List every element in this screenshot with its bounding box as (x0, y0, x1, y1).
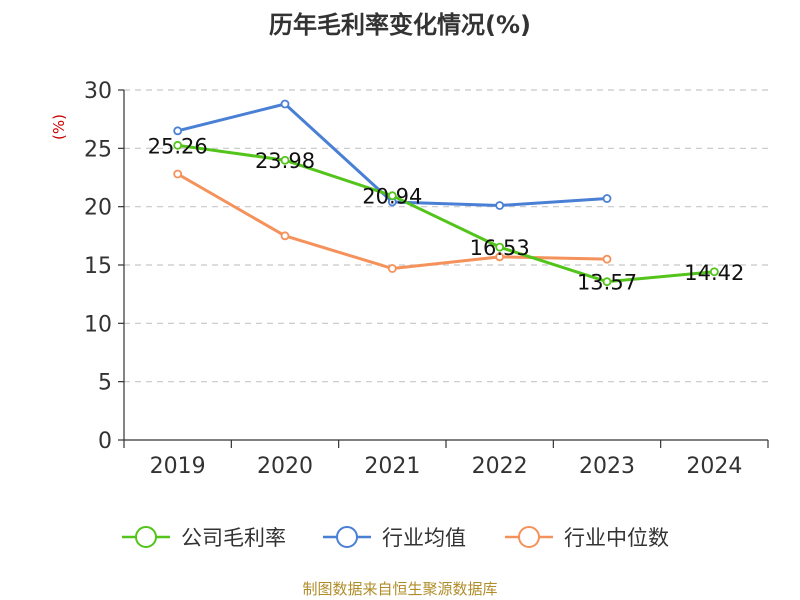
legend-marker (135, 526, 157, 548)
axes: 0 5 10 15 20 25 30 2019 2020 2021 2022 2023 2024 (84, 79, 769, 479)
x-tick-label: 2022 (472, 454, 528, 479)
data-label: 16.53 (470, 236, 530, 260)
legend-label: 公司毛利率 (181, 526, 286, 550)
data-label: 23.98 (255, 149, 315, 173)
legend-item[interactable]: 行业均值 (323, 526, 466, 550)
legend-label: 行业均值 (382, 526, 466, 550)
y-tick-label: 0 (98, 429, 112, 454)
legend[interactable]: 公司毛利率 行业均值 行业中位数 (122, 526, 669, 550)
data-point[interactable] (280, 155, 290, 165)
x-tick-label: 2021 (364, 454, 420, 479)
x-tick-label: 2024 (686, 454, 742, 479)
x-tick-label: 2019 (150, 454, 206, 479)
data-point[interactable] (602, 254, 612, 264)
data-labels: 25.26 23.98 20.94 16.53 13.57 14.42 (148, 134, 745, 294)
y-axis-unit-label: (%) (50, 114, 68, 140)
data-label: 14.42 (684, 261, 744, 285)
y-tick-label: 30 (84, 79, 112, 104)
data-point[interactable] (280, 99, 290, 109)
y-tick-label: 5 (98, 371, 112, 396)
data-point[interactable] (280, 231, 290, 241)
series-line (177, 143, 715, 284)
x-tick-label: 2020 (257, 454, 313, 479)
legend-marker (336, 526, 358, 548)
y-tick-label: 15 (84, 254, 112, 279)
data-point[interactable] (495, 201, 505, 210)
data-point[interactable] (173, 140, 183, 150)
data-label: 25.26 (148, 134, 208, 158)
data-point[interactable] (173, 169, 183, 179)
data-point[interactable] (387, 264, 397, 273)
data-point[interactable] (709, 267, 719, 277)
y-tick-label: 10 (84, 312, 112, 337)
grid-lines (124, 89, 768, 383)
legend-item[interactable]: 公司毛利率 (122, 526, 286, 550)
data-point[interactable] (387, 191, 397, 201)
legend-marker (518, 526, 540, 548)
data-point[interactable] (495, 242, 505, 252)
data-point[interactable] (495, 252, 505, 262)
data-point[interactable] (602, 277, 612, 287)
legend-item[interactable]: 行业中位数 (505, 526, 669, 550)
y-tick-label: 25 (84, 137, 112, 162)
source-note: 制图数据来自恒生聚源数据库 (302, 580, 497, 598)
data-point[interactable] (602, 194, 612, 203)
x-tick-label: 2023 (579, 454, 635, 479)
chart-title: 历年毛利率变化情况(%) (269, 11, 531, 39)
data-label: 13.57 (577, 271, 637, 295)
data-point[interactable] (173, 126, 183, 136)
data-label: 20.94 (362, 185, 422, 209)
legend-label: 行业中位数 (564, 526, 669, 550)
y-tick-label: 20 (84, 196, 112, 221)
series-lines (173, 99, 719, 287)
